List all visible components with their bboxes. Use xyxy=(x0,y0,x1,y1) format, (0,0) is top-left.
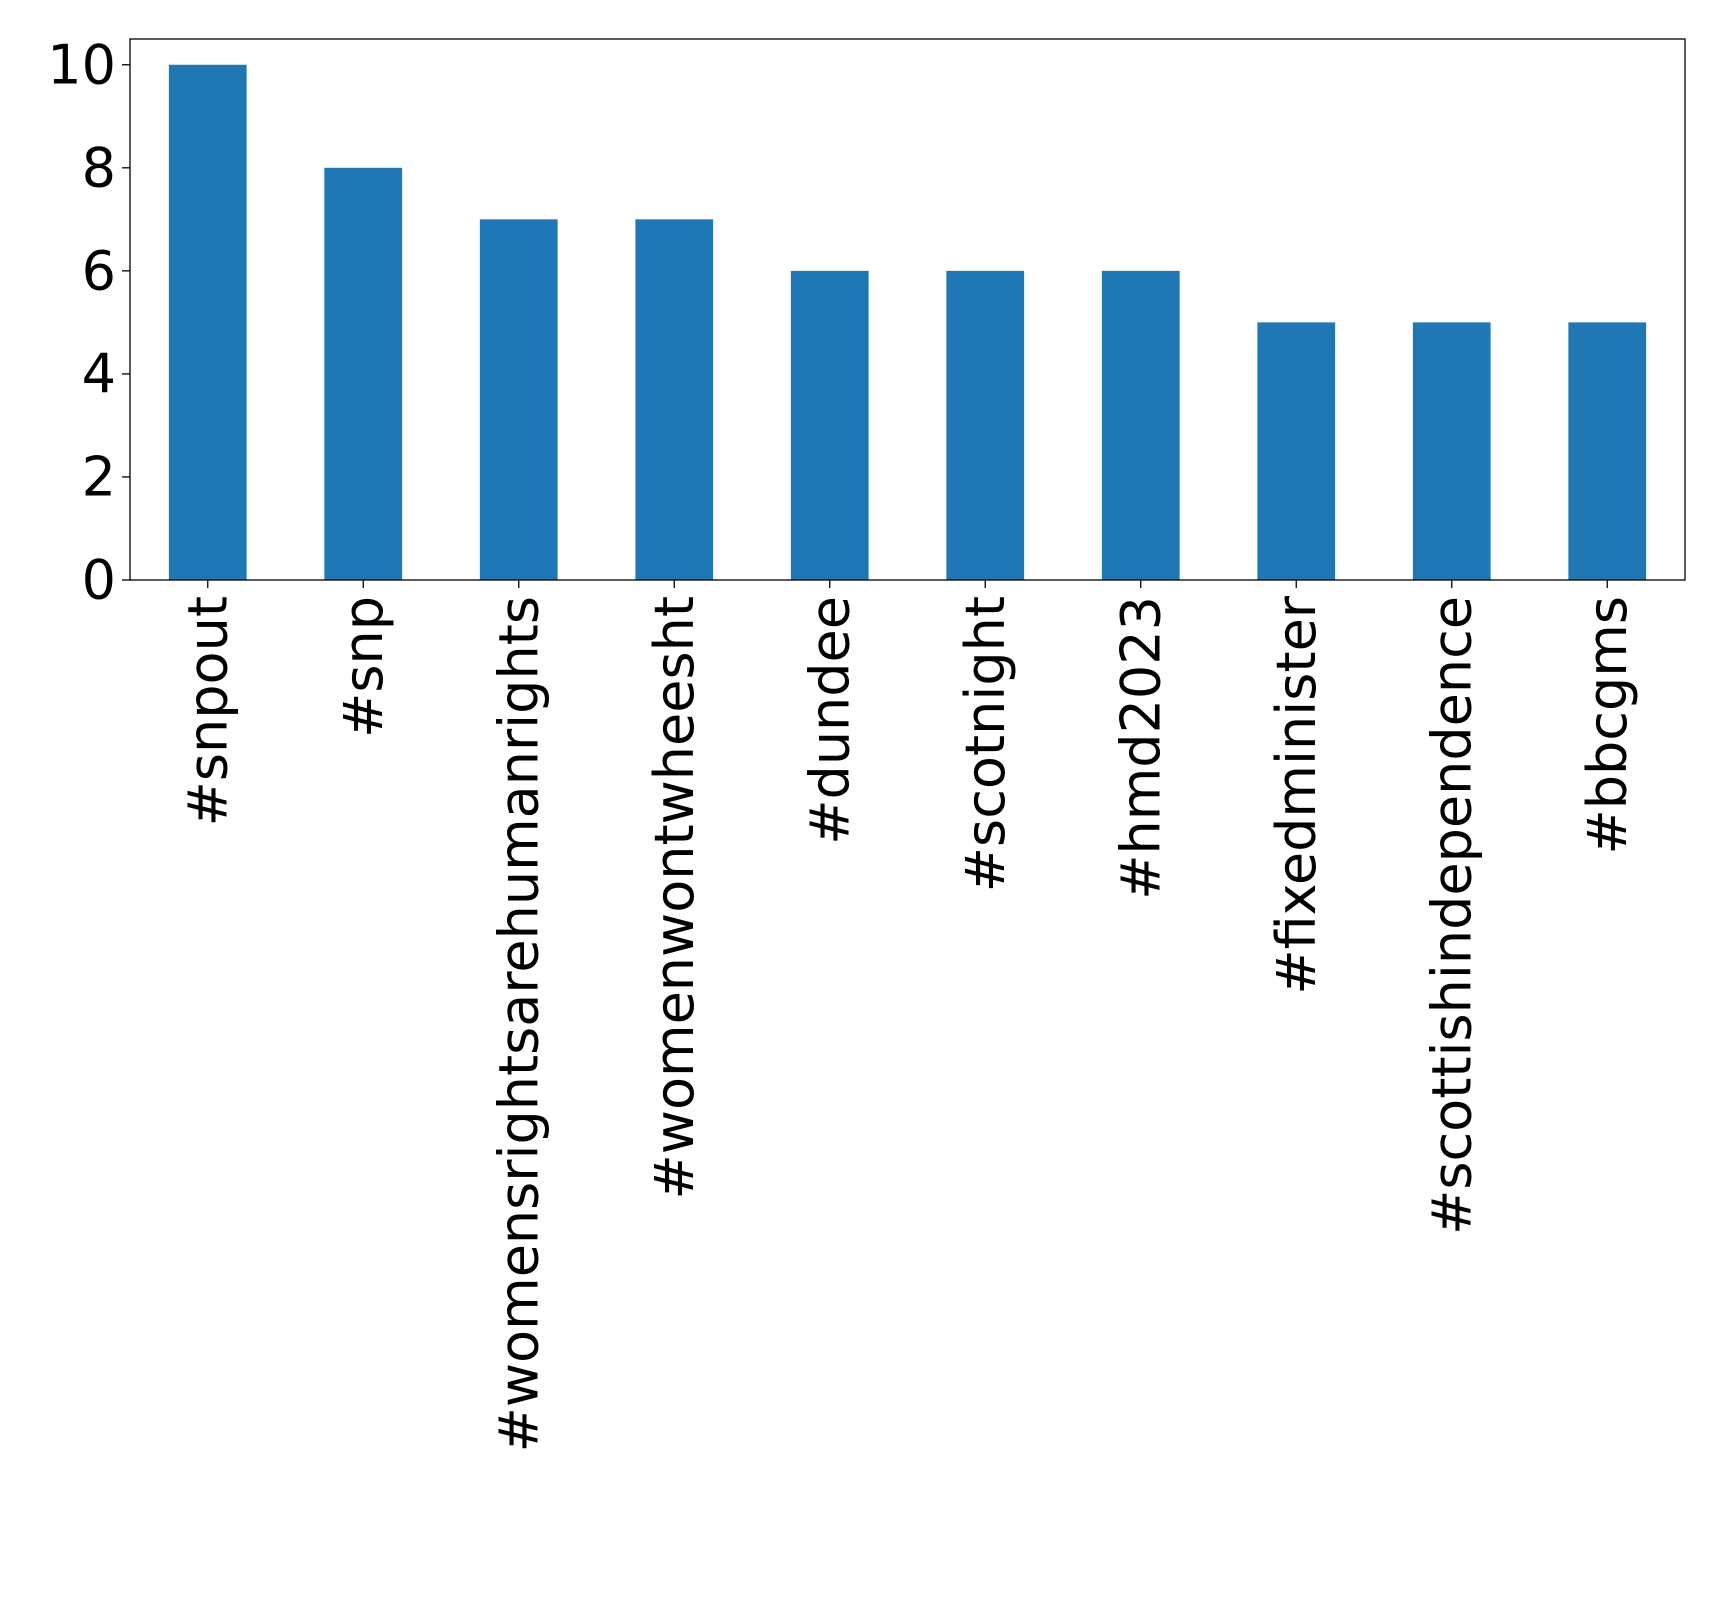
bars-group xyxy=(168,64,1647,581)
x-tick-label-0: #snpout xyxy=(176,596,239,826)
y-tick-label-4: 8 xyxy=(82,136,116,199)
bar-3 xyxy=(635,219,714,581)
x-axis: #snpout #snp #womensrightsarehumanrights #w… xyxy=(176,580,1639,1452)
x-tick-label-3: #womenwontwheesht xyxy=(643,596,706,1199)
y-tick-label-5: 10 xyxy=(47,33,116,96)
x-tick-label-4: #dundee xyxy=(798,596,861,845)
x-tick-label-1: #snp xyxy=(332,596,395,738)
y-axis: 0 2 4 6 8 10 xyxy=(47,33,130,612)
bar-4 xyxy=(790,270,869,580)
bar-9 xyxy=(1568,322,1647,580)
plot-frame xyxy=(129,38,1686,581)
x-tick-label-9: #bbcgms xyxy=(1576,596,1639,855)
bar-1 xyxy=(324,167,403,581)
x-tick-label-6: #hmd2023 xyxy=(1109,596,1172,900)
bar-0 xyxy=(168,64,247,580)
y-tick-label-3: 6 xyxy=(82,239,116,302)
bar-6 xyxy=(1101,270,1180,580)
bar-5 xyxy=(946,270,1025,580)
bar-8 xyxy=(1412,322,1491,580)
x-tick-label-5: #scotnight xyxy=(954,596,1017,892)
x-tick-label-8: #scottishindependence xyxy=(1420,596,1483,1235)
y-tick-label-2: 4 xyxy=(82,342,116,405)
y-tick-label-1: 2 xyxy=(82,445,116,508)
y-tick-label-0: 0 xyxy=(82,549,116,612)
bar-2 xyxy=(479,219,558,581)
x-tick-label-7: #fixedminister xyxy=(1265,595,1328,994)
bar-7 xyxy=(1257,322,1336,580)
x-tick-label-2: #womensrightsarehumanrights xyxy=(487,596,550,1452)
